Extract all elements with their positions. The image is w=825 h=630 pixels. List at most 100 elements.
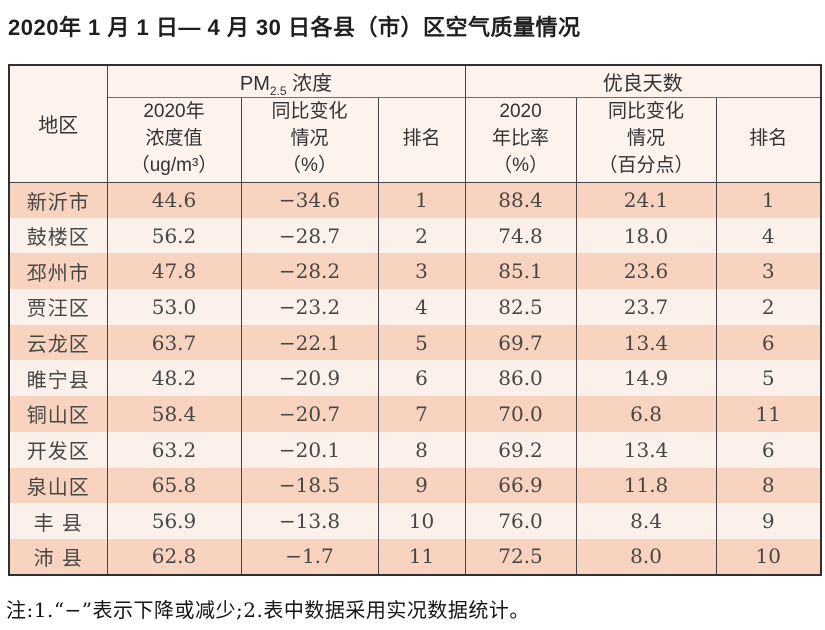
pm-value-cell: 47.8 (106, 253, 242, 290)
table-row: 铜山区 58.4 −20.7 7 70.0 6.8 11 (8, 396, 822, 432)
footnote: 注:1.“−”表示下降或减少;2.表中数据采用实况数据统计。 (6, 597, 530, 622)
region-cell: 睢宁县 (8, 360, 108, 397)
region-cell: 沛 县 (8, 538, 108, 575)
good-change-cell: 23.7 (575, 289, 717, 325)
good-rank-cell: 3 (715, 253, 822, 290)
column-group-good-days: 优良天数 (464, 65, 822, 98)
table-body: 新沂市 44.6 −34.6 1 88.4 24.1 1 鼓楼区 56.2 −2… (8, 182, 822, 575)
pm-value-cell: 62.8 (106, 538, 242, 575)
table-row: 睢宁县 48.2 −20.9 6 86.0 14.9 5 (8, 360, 822, 397)
pm-rank-cell: 2 (377, 217, 466, 254)
good-rate-cell: 66.9 (464, 467, 577, 504)
pm-change-cell: −23.2 (240, 289, 379, 325)
pm-rank-cell: 9 (377, 467, 466, 504)
pm-value-cell: 63.7 (106, 324, 242, 361)
region-cell: 开发区 (8, 431, 108, 468)
pm-value-cell: 65.8 (106, 467, 242, 504)
pm-change-cell: −28.2 (240, 253, 379, 290)
column-header-pm-rank: 排名 (377, 97, 466, 182)
pm-change-cell: −20.7 (240, 396, 379, 432)
good-rate-cell: 69.7 (464, 324, 577, 361)
good-change-cell: 23.6 (575, 253, 717, 290)
pm-change-cell: −13.8 (240, 503, 379, 539)
good-change-cell: 18.0 (575, 217, 717, 254)
header-group-row: 地区 PM2.5 浓度 优良天数 (8, 65, 822, 182)
pm25-label-suffix: 浓度 (286, 72, 333, 95)
good-rate-cell: 72.5 (464, 538, 577, 575)
table-row: 邳州市 47.8 −28.2 3 85.1 23.6 3 (8, 253, 822, 290)
good-rank-cell: 5 (715, 360, 822, 397)
table-row: 丰 县 56.9 −13.8 10 76.0 8.4 9 (8, 503, 822, 539)
table-row: 云龙区 63.7 −22.1 5 69.7 13.4 6 (8, 324, 822, 361)
pm-change-cell: −18.5 (240, 467, 379, 504)
pm-change-cell: −22.1 (240, 324, 379, 361)
pm-value-cell: 63.2 (106, 431, 242, 468)
pm-change-cell: −34.6 (240, 182, 379, 218)
pm25-label-prefix: PM (239, 72, 270, 95)
header-sub-row: 2020年 浓度值 （ug/m³） 同比变化 情况 （%） 排名 2020 年比… (9, 97, 822, 182)
table-row: 贾汪区 53.0 −23.2 4 82.5 23.7 2 (8, 289, 822, 325)
good-change-cell: 24.1 (575, 182, 717, 218)
region-cell: 邳州市 (8, 253, 108, 290)
good-change-cell: 8.0 (575, 538, 717, 575)
good-rank-cell: 10 (715, 538, 822, 575)
pm-rank-cell: 11 (377, 538, 466, 575)
good-change-cell: 11.8 (575, 467, 717, 504)
column-group-pm25: PM2.5 浓度 (106, 65, 466, 98)
table-row: 沛 县 62.8 −1.7 11 72.5 8.0 10 (8, 538, 822, 575)
good-rank-cell: 8 (715, 467, 822, 504)
pm25-label-subscript: 2.5 (269, 83, 287, 97)
pm-rank-cell: 8 (377, 431, 466, 468)
pm-rank-cell: 10 (377, 503, 466, 539)
table-header: 地区 PM2.5 浓度 优良天数 2020年 浓度值 （ug/m³） 同比变化 … (8, 65, 822, 182)
pm-rank-cell: 4 (377, 289, 466, 325)
pm-change-cell: −20.9 (240, 360, 379, 397)
pm-value-cell: 56.2 (106, 217, 242, 254)
pm-change-cell: −20.1 (240, 431, 379, 468)
good-rank-cell: 2 (715, 289, 822, 325)
column-header-pm-change: 同比变化 情况 （%） (240, 97, 379, 182)
region-cell: 丰 县 (8, 503, 108, 539)
good-change-cell: 6.8 (575, 396, 717, 432)
column-header-region: 地区 (8, 65, 108, 182)
good-change-cell: 13.4 (575, 324, 717, 361)
table-row: 鼓楼区 56.2 −28.7 2 74.8 18.0 4 (8, 217, 822, 254)
pm-value-cell: 44.6 (106, 182, 242, 218)
pm-rank-cell: 3 (377, 253, 466, 290)
pm-change-cell: −28.7 (240, 217, 379, 254)
region-cell: 云龙区 (8, 324, 108, 361)
good-rate-cell: 82.5 (464, 289, 577, 325)
pm-value-cell: 56.9 (106, 503, 242, 539)
good-rank-cell: 4 (715, 217, 822, 254)
table-row: 新沂市 44.6 −34.6 1 88.4 24.1 1 (8, 182, 822, 218)
page-title: 2020年 1 月 1 日— 4 月 30 日各县（市）区空气质量情况 (8, 15, 581, 40)
good-rate-cell: 86.0 (464, 360, 577, 397)
good-rank-cell: 6 (715, 431, 822, 468)
column-header-good-rate: 2020 年比率 （%） (464, 97, 577, 182)
good-rate-cell: 76.0 (464, 503, 577, 539)
pm-rank-cell: 5 (377, 324, 466, 361)
column-header-good-change: 同比变化 情况 （百分点） (575, 97, 717, 182)
good-rank-cell: 1 (715, 182, 822, 218)
table-row: 泉山区 65.8 −18.5 9 66.9 11.8 8 (8, 467, 822, 504)
good-rank-cell: 6 (715, 324, 822, 361)
pm-value-cell: 58.4 (106, 396, 242, 432)
good-rate-cell: 70.0 (464, 396, 577, 432)
air-quality-table: 地区 PM2.5 浓度 优良天数 2020年 浓度值 （ug/m³） 同比变化 … (8, 64, 823, 576)
good-rate-cell: 85.1 (464, 253, 577, 290)
pm-change-cell: −1.7 (240, 538, 379, 575)
region-cell: 鼓楼区 (8, 217, 108, 254)
pm-value-cell: 48.2 (106, 360, 242, 397)
region-cell: 铜山区 (8, 396, 108, 432)
good-rate-cell: 88.4 (464, 182, 577, 218)
column-header-good-rank: 排名 (715, 97, 822, 182)
region-cell: 贾汪区 (8, 289, 108, 325)
good-change-cell: 13.4 (575, 431, 717, 468)
pm-rank-cell: 6 (377, 360, 466, 397)
pm-value-cell: 53.0 (106, 289, 242, 325)
pm-rank-cell: 7 (377, 396, 466, 432)
pm-rank-cell: 1 (377, 182, 466, 218)
good-rate-cell: 74.8 (464, 217, 577, 254)
column-header-pm-value: 2020年 浓度值 （ug/m³） (106, 97, 242, 182)
good-rank-cell: 11 (715, 396, 822, 432)
